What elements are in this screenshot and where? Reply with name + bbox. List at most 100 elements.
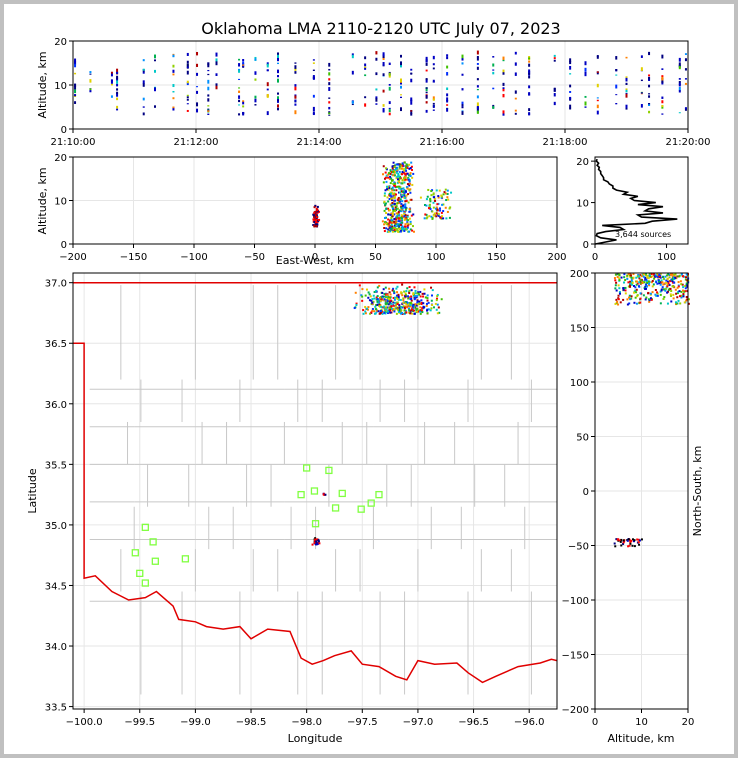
ns-source-point [648, 284, 651, 287]
ns-source-point [634, 296, 637, 299]
time-source-point [528, 71, 531, 75]
time-source-point [110, 71, 113, 74]
ns-source-point [659, 302, 662, 305]
ew-source-point [392, 174, 395, 177]
ew-source-point [389, 203, 392, 206]
ew-source-point [430, 215, 433, 218]
time-source-point [514, 72, 517, 76]
ns-source-point [632, 273, 635, 276]
plan-source-point [372, 294, 375, 297]
altitude-histogram-panel: 0 100 0 10 20 3,644 sources [576, 156, 689, 263]
time-source-point [569, 96, 572, 100]
time-source-point [502, 88, 505, 92]
plan-source-point [430, 307, 433, 310]
time-source-point [186, 52, 189, 56]
time-source-point [266, 62, 269, 65]
time-source-point [425, 62, 428, 66]
ew-source-point [314, 221, 317, 224]
time-source-point [74, 63, 77, 68]
time-source-point [648, 76, 651, 80]
plan-source-point [376, 303, 379, 306]
plan-source-point [418, 300, 421, 303]
ew-source-point [385, 174, 388, 177]
plan-source-point [377, 301, 380, 304]
ns-source-point [664, 275, 667, 278]
ew-source-point [429, 198, 432, 201]
ew-source-point [431, 210, 434, 213]
ew-source-point [385, 167, 388, 170]
ew-source-point [389, 169, 392, 172]
ew-source-point [396, 175, 399, 178]
ns-source-point [662, 297, 665, 300]
ns-source-point [645, 274, 648, 277]
ew-source-point [387, 172, 390, 175]
ns-source-point [617, 284, 620, 287]
time-source-point [312, 69, 315, 71]
plan-source-point [374, 305, 377, 308]
ew-source-point [397, 199, 400, 202]
ew-source-point [393, 230, 396, 233]
time-source-point [196, 86, 199, 88]
north-south-ytick-label: 100 [570, 378, 589, 389]
ew-source-point [401, 179, 404, 182]
plan-source-point [381, 312, 384, 315]
ew-source-point [437, 196, 440, 199]
ew-source-point [441, 215, 444, 218]
ew-source-point [391, 215, 394, 218]
ns-source-point [684, 284, 687, 287]
plan-source-point [404, 294, 407, 297]
ns-source-point [656, 273, 659, 276]
ew-source-point [404, 225, 407, 228]
plan-source-point [387, 306, 390, 309]
time-source-point [615, 84, 618, 89]
ew-source-point [395, 171, 398, 174]
time-source-point [154, 69, 156, 73]
ns-source-point [656, 292, 659, 295]
ns-source-point [684, 287, 687, 290]
ns-source-point [668, 273, 671, 276]
time-source-point [569, 65, 572, 70]
ew-source-point [394, 206, 397, 209]
ns-source-point [656, 294, 659, 297]
ns-source-point [655, 274, 658, 277]
time-source-point [553, 88, 556, 92]
ew-source-point [383, 194, 386, 197]
ew-source-point [399, 166, 402, 169]
plan-source-point [315, 540, 318, 543]
ew-source-point [389, 175, 392, 178]
time-source-point [528, 112, 531, 116]
ns-source-point [669, 280, 672, 283]
ns-source-point [650, 273, 653, 276]
ew-source-point [448, 207, 451, 210]
time-source-point [238, 87, 241, 89]
plan-source-point [408, 285, 411, 288]
longitude-xtick-label: −98.5 [236, 717, 267, 728]
ew-source-point [391, 207, 394, 210]
time-source-point [569, 73, 572, 75]
ew-source-point [312, 218, 315, 221]
ew-source-point [393, 220, 396, 223]
ew-source-point [399, 218, 402, 221]
ns-source-point [626, 539, 629, 542]
ns-source-point [687, 302, 690, 305]
time-source-point [400, 78, 402, 83]
ns-source-point [622, 539, 625, 542]
time-source-point [425, 101, 428, 104]
plan-source-point [378, 312, 381, 315]
ew-source-point [437, 195, 440, 198]
ns-source-point [644, 298, 647, 301]
ew-source-point [394, 223, 397, 226]
plan-source-point [417, 291, 420, 294]
ew-source-point [313, 211, 316, 214]
plan-source-point [436, 312, 439, 315]
ew-source-point [410, 214, 413, 217]
ns-source-point [615, 289, 618, 292]
ns-source-point [677, 290, 680, 293]
plan-source-point [405, 311, 408, 314]
longitude-xtick-label: −97.5 [347, 717, 378, 728]
ew-source-point [392, 182, 395, 185]
plan-source-point [364, 312, 367, 315]
time-source-point [266, 93, 269, 98]
time-source-point [277, 99, 279, 102]
ns-source-point [682, 293, 685, 296]
